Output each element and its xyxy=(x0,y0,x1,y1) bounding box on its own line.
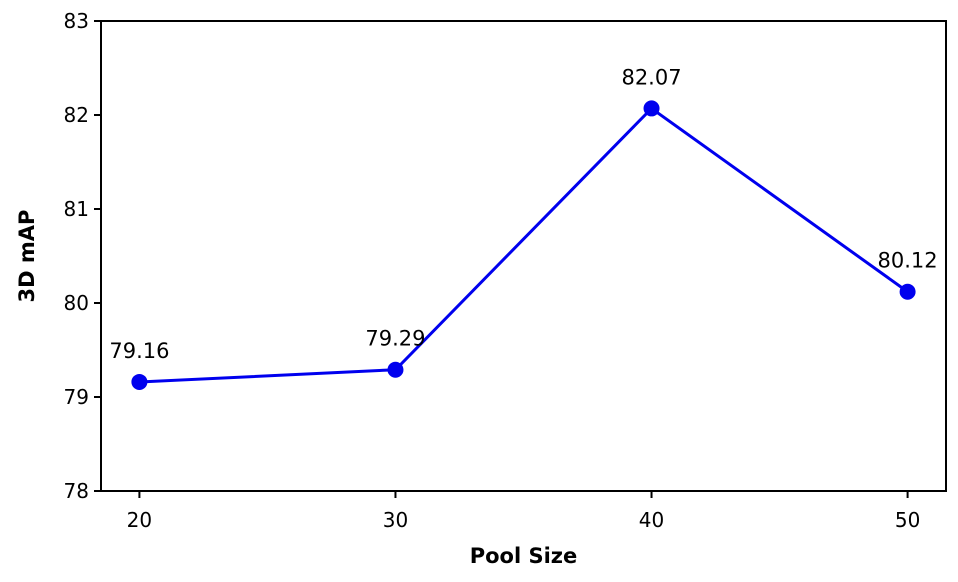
data-label: 80.12 xyxy=(878,249,938,273)
data-point xyxy=(643,100,660,117)
data-series: 79.16 79.29 82.07 80.12 xyxy=(109,65,938,390)
x-axis-title: Pool Size xyxy=(470,544,578,568)
x-tick-label: 20 xyxy=(127,508,152,532)
y-tick-label: 81 xyxy=(64,197,89,221)
y-tick-label: 83 xyxy=(64,9,89,33)
y-tick-label: 80 xyxy=(64,291,89,315)
y-tick-label: 78 xyxy=(64,479,89,503)
y-tick-label: 79 xyxy=(64,385,89,409)
x-axis-ticks: 20 30 40 50 xyxy=(127,491,920,532)
x-tick-label: 40 xyxy=(639,508,664,532)
plot-frame xyxy=(100,20,947,492)
x-tick-label: 30 xyxy=(383,508,408,532)
data-point xyxy=(387,361,404,378)
data-label: 79.16 xyxy=(109,339,169,363)
x-tick-label: 50 xyxy=(895,508,920,532)
data-label: 82.07 xyxy=(621,65,681,89)
data-point xyxy=(899,283,916,300)
y-axis-ticks: 78 79 80 81 82 83 xyxy=(64,9,101,503)
series-line xyxy=(139,106,909,384)
data-label: 79.29 xyxy=(365,327,425,351)
y-tick-label: 82 xyxy=(64,103,89,127)
y-axis-title: 3D mAP xyxy=(15,210,39,303)
data-point xyxy=(131,373,148,390)
